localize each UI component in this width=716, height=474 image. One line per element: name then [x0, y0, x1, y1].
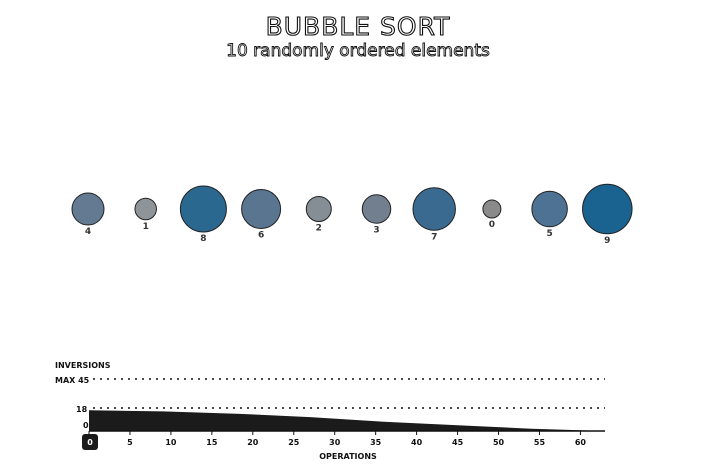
bubble-label: 8: [200, 234, 206, 244]
x-tick-label: 10: [165, 438, 177, 447]
x-tick-label: 35: [370, 438, 382, 447]
x-tick-label: 45: [452, 438, 464, 447]
x-tick-label: 20: [247, 438, 259, 447]
bubble-label: 4: [85, 227, 91, 237]
bubble-label: 0: [489, 220, 495, 230]
current-inversions-label: 18: [76, 405, 88, 414]
bubble-9: [582, 183, 633, 235]
bubble-5: [531, 190, 568, 228]
bubble-6: [241, 189, 282, 229]
bubble-label: 5: [546, 229, 552, 239]
zero-label: 0: [83, 421, 89, 430]
x-tick-label: 5: [127, 438, 133, 447]
x-tick-label: 15: [206, 438, 218, 447]
bubble-4: [71, 192, 105, 226]
bubble-3: [361, 194, 392, 224]
x-tick-label: 25: [288, 438, 300, 447]
bubble-label: 2: [316, 224, 322, 234]
page-title: BUBBLE SORT: [265, 11, 451, 41]
bubble-0: [482, 199, 502, 219]
current-operation-value: 0: [87, 438, 93, 447]
max-inversions-label: MAX 45: [55, 376, 90, 385]
current-operation-marker: [82, 434, 98, 450]
bubble-label: 3: [373, 225, 379, 235]
x-tick-label: 50: [493, 438, 505, 447]
x-axis-label: OPERATIONS: [319, 452, 377, 461]
bubble-label: 7: [431, 232, 437, 242]
inversions-area: [89, 410, 605, 431]
bubble-label: 9: [604, 236, 610, 246]
x-tick-label: 30: [329, 438, 341, 447]
bubble-row: 4 1 8 6 2 3 7 0 5 9: [71, 183, 633, 246]
x-axis-ticks: 5 10 15 20 25 30 35 40 45 50 55 60: [88, 431, 587, 447]
x-tick-label: 40: [411, 438, 423, 447]
bubble-1: [134, 197, 157, 221]
inversions-label: INVERSIONS: [55, 361, 111, 370]
x-tick-label: 55: [534, 438, 546, 447]
bubble-8: [179, 185, 227, 233]
x-tick-label: 60: [575, 438, 587, 447]
bubble-label: 6: [258, 231, 264, 241]
bubble-2: [305, 196, 332, 222]
bubble-label: 1: [143, 222, 149, 232]
inversions-chart: INVERSIONS MAX 45 18 0 5 10 15 20 25 30 35 40 45…: [55, 361, 605, 461]
page-subtitle: 10 randomly ordered elements: [226, 41, 491, 62]
bubble-7: [412, 187, 456, 231]
